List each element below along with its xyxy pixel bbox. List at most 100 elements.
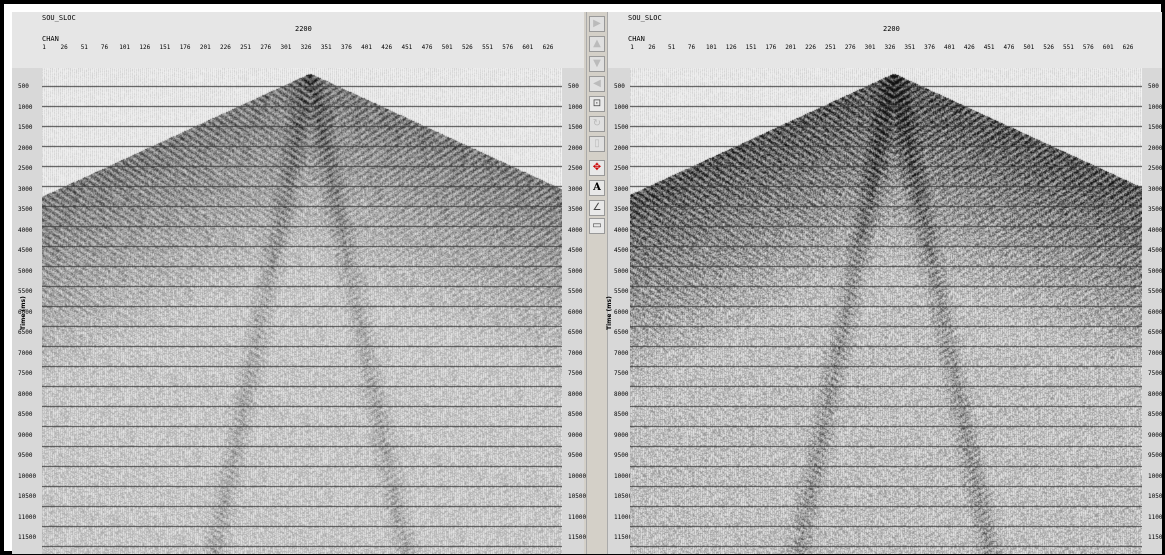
time-tick-label: 6000 [18,308,33,316]
time-tick-label: 5500 [1148,288,1163,295]
time-tick-label: 1500 [568,124,583,131]
text-annotation-icon[interactable]: A [589,180,605,196]
time-tick-label: 4000 [1148,226,1163,234]
chan-tick-label: 526 [461,44,473,51]
rotate-icon[interactable]: ↻ [589,116,605,132]
chan-tick-label: 151 [745,44,757,51]
time-tick-label: 5500 [614,288,629,295]
time-tick-label: 2000 [1148,144,1163,152]
time-tick-label: 8500 [568,411,583,418]
chan-tick-label: 176 [765,44,777,51]
chan-axis: 1 26 51 76 101 126 151 176 201 226 251 276 301 326 351… [12,44,584,58]
time-tick-label: 9500 [568,452,583,459]
chan-tick-label: 51 [668,44,676,51]
time-axis-label: Time (ms) [20,296,27,330]
chan-tick-label: 126 [139,44,151,51]
time-tick-label: 6500 [18,329,33,336]
chan-tick-label: 26 [648,44,656,51]
chan-tick-label: 276 [260,44,272,51]
chan-tick-label: 176 [179,44,191,51]
chan-tick-label: 376 [340,44,352,51]
time-tick-label: 6000 [614,308,629,316]
time-tick-label: 3500 [568,206,583,213]
chan-tick-label: 151 [159,44,171,51]
time-tick-label: 1500 [1148,124,1163,131]
chan-tick-label: 301 [280,44,292,51]
chan-tick-label: 526 [1043,44,1055,51]
time-tick-label: 8000 [568,390,583,398]
move-crosshair-icon[interactable]: ✥ [589,160,605,176]
time-tick-label: 2500 [18,165,33,172]
time-tick-label: 11500 [18,534,37,541]
time-tick-label: 9000 [614,431,629,439]
time-tick-label: 1000 [614,103,629,111]
tool-palette: ▶ ▲ ▼ ◀ ⊡ ↻ ▯ ✥ A ∠ ▭ [586,12,608,554]
up-arrow-icon[interactable]: ▲ [589,36,605,52]
seismic-gather[interactable] [630,68,1142,554]
time-tick-label: 7500 [1148,370,1163,377]
chan-label: CHAN [628,35,645,43]
seismic-gather[interactable] [42,68,562,554]
header-value: 2200 [883,25,900,33]
time-tick-label: 7000 [18,349,33,357]
blank-page-icon[interactable]: ▭ [589,218,605,234]
time-axis-right: 500 1000 1500 2000 2500 3000 3500 4000 4500 5000 5… [564,68,592,554]
time-tick-label: 3000 [614,185,629,193]
time-tick-label: 4000 [568,226,583,234]
chan-tick-label: 76 [100,44,109,51]
chan-tick-label: 251 [240,44,252,51]
time-tick-label: 4500 [614,247,629,254]
time-tick-label: 1000 [1148,103,1163,111]
page-icon[interactable]: ▯ [589,136,605,152]
down-arrow-icon[interactable]: ▼ [589,56,605,72]
time-axis-left: 500 1000 1500 2000 2500 3000 3500 4000 4500 5000 5… [12,68,40,554]
chan-tick-label: 76 [687,44,696,51]
time-tick-label: 3500 [1148,206,1163,213]
time-tick-label: 11000 [18,513,37,521]
time-tick-label: 8500 [1148,411,1163,418]
back-arrow-icon[interactable]: ◀ [589,76,605,92]
time-tick-label: 10000 [568,472,587,480]
time-tick-label: 500 [568,83,579,90]
time-tick-label: 6500 [568,329,583,336]
chan-tick-label: 451 [983,44,995,51]
time-tick-label: 8000 [18,390,33,398]
time-tick-label: 11000 [1148,513,1165,521]
chan-tick-label: 601 [1102,44,1114,51]
time-tick-label: 5500 [568,288,583,295]
time-tick-label: 8500 [614,411,629,418]
time-tick-label: 2500 [568,165,583,172]
chan-tick-label: 326 [300,44,312,51]
time-tick-label: 10500 [568,493,587,500]
chan-tick-label: 476 [421,44,433,51]
chan-tick-label: 51 [80,44,88,51]
time-tick-label: 1000 [18,103,33,111]
next-arrow-icon[interactable]: ▶ [589,16,605,32]
chan-tick-label: 201 [199,44,211,51]
chan-tick-label: 251 [824,44,836,51]
header-key: SOU_SLOC [628,14,662,22]
time-tick-label: 4500 [1148,247,1163,254]
time-tick-label: 9500 [1148,452,1163,459]
time-tick-label: 10500 [1148,493,1165,500]
header-key: SOU_SLOC [42,14,76,22]
chan-tick-label: 276 [844,44,856,51]
time-tick-label: 8500 [18,411,33,418]
velocity-icon[interactable]: ∠ [589,200,605,216]
chan-tick-label: 401 [361,44,372,51]
chan-tick-label: 1 [630,44,634,51]
zoom-icon[interactable]: ⊡ [589,96,605,112]
seismic-panel-right: SOU_SLOC 2200 CHAN 1 26 51 76 101 126 151 176 20… [606,12,1165,554]
seismic-panel-left: SOU_SLOC 2200 CHAN 1 26 51 76 101 126 151 176 20… [12,12,586,554]
time-tick-label: 10500 [18,493,37,500]
time-tick-label: 8000 [1148,390,1163,398]
chan-tick-label: 226 [805,44,816,51]
time-tick-label: 10000 [1148,472,1165,480]
time-tick-label: 9500 [614,452,629,459]
time-tick-label: 2000 [18,144,33,152]
time-tick-label: 6500 [1148,329,1163,336]
window-frame: SOU_SLOC 2200 CHAN 1 26 51 76 101 126 151 176 20… [3,3,1165,554]
chan-tick-label: 501 [1023,44,1035,51]
time-tick-label: 6000 [568,308,583,316]
time-tick-label: 4500 [568,247,583,254]
